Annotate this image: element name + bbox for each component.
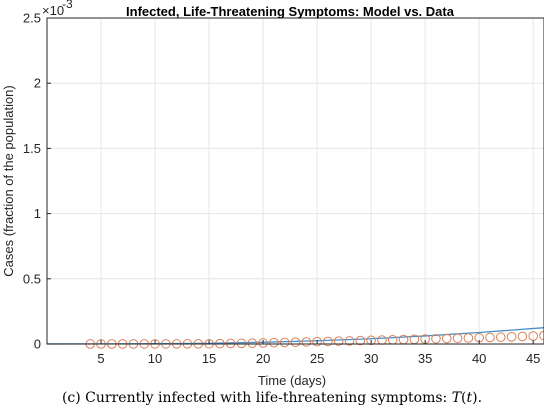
y-tick-label: 1 xyxy=(34,206,41,221)
data-point xyxy=(247,338,258,348)
y-tick-label: 2.5 xyxy=(23,11,41,26)
y-exponent-power: -3 xyxy=(62,0,73,11)
x-tick-label: 25 xyxy=(310,351,324,366)
y-tick-label: 0.5 xyxy=(23,271,41,286)
y-exponent-base: ×10 xyxy=(42,3,64,18)
data-point xyxy=(463,333,474,343)
x-tick-label: 40 xyxy=(472,351,486,366)
data-point xyxy=(441,333,452,344)
data-point xyxy=(236,338,247,349)
y-tick-label: 0 xyxy=(34,337,41,352)
y-tick-label: 1.5 xyxy=(23,141,41,156)
x-tick-label: 5 xyxy=(97,351,104,366)
x-tick-label: 15 xyxy=(202,351,216,366)
chart: 5 10 15 20 25 30 35 40 45 0 0.5 1 1.5 2 2.5 Infected,… xyxy=(0,0,544,390)
data-point xyxy=(290,337,301,347)
data-point xyxy=(225,338,236,349)
y-axis-label: Cases (fraction of the population) xyxy=(1,85,16,277)
figure-caption: (c) Currently infected with life-threate… xyxy=(61,390,483,406)
grid xyxy=(47,17,544,345)
data-point xyxy=(269,337,279,348)
data-point xyxy=(323,336,333,347)
y-exponent: ×10 -3 xyxy=(42,0,73,18)
data-point xyxy=(366,335,376,346)
data-point xyxy=(344,336,355,346)
x-ticks: 5 10 15 20 25 30 35 40 45 xyxy=(97,340,540,366)
data-point xyxy=(333,336,344,346)
y-tick-label: 2 xyxy=(34,76,41,91)
axes-frame xyxy=(46,17,544,345)
data-point xyxy=(485,332,495,343)
data-point xyxy=(279,337,290,348)
data-point xyxy=(517,331,528,342)
x-tick-label: 30 xyxy=(364,351,378,366)
data-point xyxy=(495,332,506,343)
data-point xyxy=(312,336,322,347)
x-tick-label: 10 xyxy=(148,351,162,366)
x-tick-label: 20 xyxy=(256,351,270,366)
x-tick-label: 45 xyxy=(526,351,540,366)
data-point xyxy=(355,335,366,346)
x-axis-label: Time (days) xyxy=(258,373,326,388)
data-point xyxy=(258,338,268,348)
chart-title: Infected, Life-Threatening Symptoms: Mod… xyxy=(126,4,455,19)
data-point xyxy=(539,330,544,341)
y-ticks: 0 0.5 1 1.5 2 2.5 xyxy=(23,11,51,352)
data-point xyxy=(431,333,441,344)
data-point xyxy=(506,332,517,342)
data-point xyxy=(301,337,312,347)
x-tick-label: 35 xyxy=(418,351,432,366)
data-point xyxy=(452,333,463,344)
